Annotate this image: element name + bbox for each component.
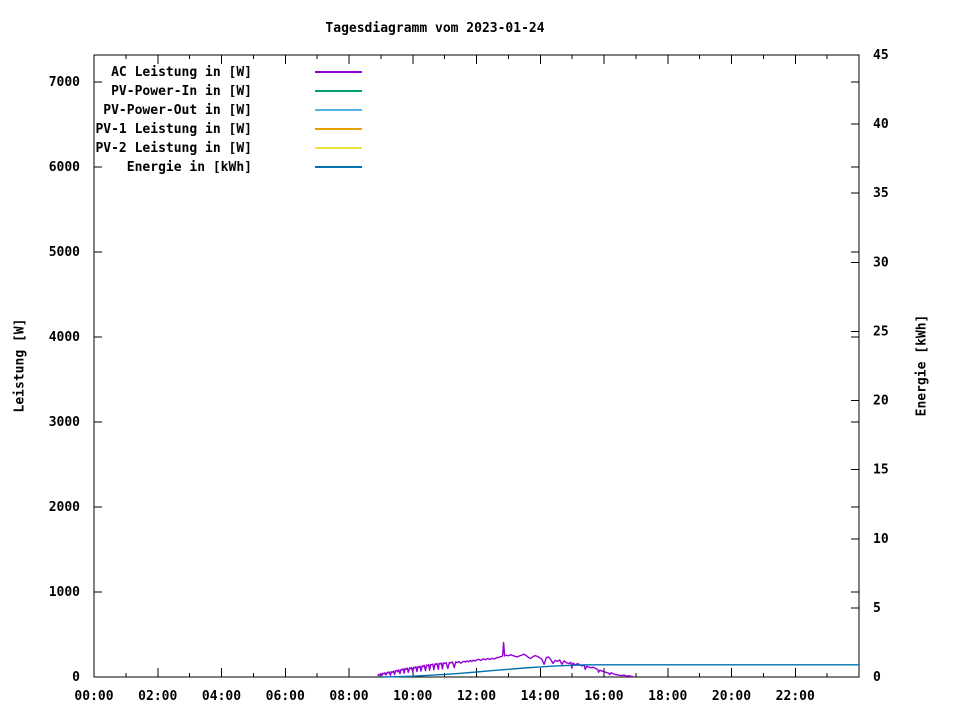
y-left-tick-label: 0 <box>72 670 80 685</box>
y-right-tick-label: 40 <box>873 117 889 132</box>
legend-label: AC Leistung in [W] <box>111 65 252 80</box>
legend-label: Energie in [kWh] <box>127 160 252 175</box>
y-right-tick-label: 20 <box>873 394 889 409</box>
y-left-tick-label: 3000 <box>49 415 80 430</box>
x-tick-label: 00:00 <box>74 689 113 704</box>
y-right-tick-label: 5 <box>873 601 881 616</box>
legend-label: PV-Power-In in [W] <box>111 84 252 99</box>
y-right-tick-label: 45 <box>873 48 889 63</box>
y-right-tick-label: 15 <box>873 463 889 478</box>
series-line-energie-in-kwh <box>380 664 859 678</box>
x-tick-label: 16:00 <box>584 689 623 704</box>
x-tick-label: 04:00 <box>202 689 241 704</box>
x-tick-label: 02:00 <box>138 689 177 704</box>
x-tick-label: 12:00 <box>457 689 496 704</box>
y-left-tick-label: 6000 <box>49 160 80 175</box>
x-tick-label: 08:00 <box>329 689 368 704</box>
y-right-tick-label: 0 <box>873 670 881 685</box>
x-tick-label: 10:00 <box>393 689 432 704</box>
x-tick-label: 06:00 <box>266 689 305 704</box>
y-left-tick-label: 4000 <box>49 330 80 345</box>
y2-axis-label-energie: Energie [kWh] <box>914 314 930 417</box>
y-left-tick-label: 7000 <box>49 75 80 90</box>
y-right-tick-label: 25 <box>873 324 889 339</box>
legend-label: PV-2 Leistung in [W] <box>95 141 252 156</box>
y-left-tick-label: 5000 <box>49 245 80 260</box>
legend-label: PV-Power-Out in [W] <box>103 103 252 118</box>
y-right-tick-label: 35 <box>873 186 889 201</box>
y-right-tick-label: 30 <box>873 255 889 270</box>
y-left-tick-label: 1000 <box>49 585 80 600</box>
x-tick-label: 18:00 <box>648 689 687 704</box>
y-axis-label-leistung: Leistung [W] <box>12 318 28 413</box>
x-tick-label: 22:00 <box>776 689 815 704</box>
legend-label: PV-1 Leistung in [W] <box>95 122 252 137</box>
y-left-tick-label: 2000 <box>49 500 80 515</box>
chart-title: Tagesdiagramm vom 2023-01-24 <box>325 21 545 36</box>
series-line-ac-leistung-in-w <box>377 641 634 678</box>
x-tick-label: 20:00 <box>712 689 751 704</box>
x-tick-label: 14:00 <box>521 689 560 704</box>
y-right-tick-label: 10 <box>873 532 889 547</box>
